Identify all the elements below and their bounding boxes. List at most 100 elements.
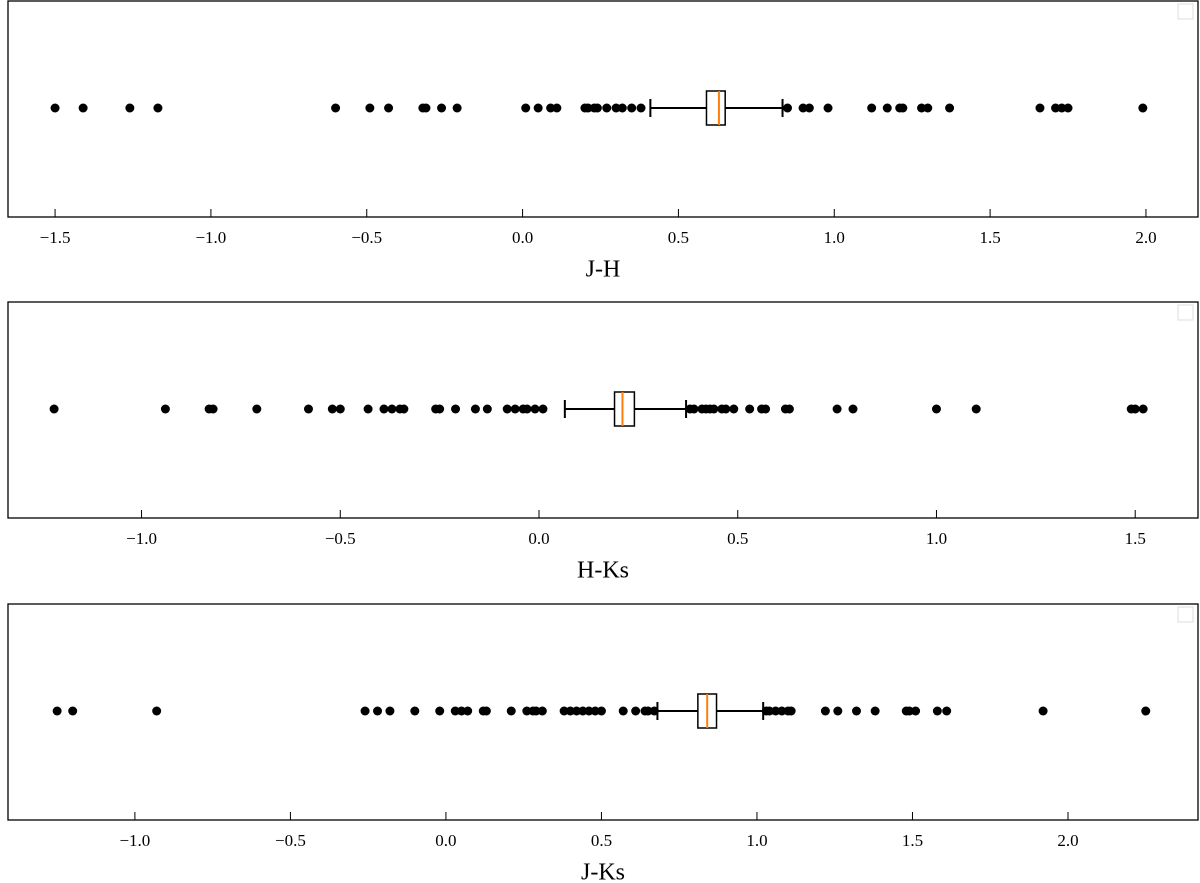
outlier [531,706,541,716]
x-tick-label: 0.0 [435,831,456,850]
outlier [1057,103,1067,113]
outlier [942,706,952,716]
outlier [152,706,162,716]
outlier [832,404,842,414]
x-tick-label: −1.0 [126,529,157,548]
outlier [521,103,531,113]
x-tick-label: 1.0 [926,529,947,548]
outlier [435,706,445,716]
outlier [327,404,337,414]
box [705,90,726,126]
legend-box [1177,3,1194,20]
outlier [848,404,858,414]
x-tick-label: 2.0 [1057,831,1078,850]
outlier [410,706,420,716]
outlier [538,404,548,414]
outlier [932,706,942,716]
outlier [764,706,774,716]
outlier [627,103,637,113]
outlier [552,103,562,113]
outlier [804,103,814,113]
outlier [618,706,628,716]
outlier [904,706,914,716]
outlier [617,103,627,113]
outlier [537,706,547,716]
x-tick-label: 2.0 [1135,228,1156,247]
x-tick-label: 1.5 [902,831,923,850]
outlier [52,706,62,716]
outlier [786,706,796,716]
outlier [689,404,699,414]
outlier [435,404,445,414]
outlier [721,404,731,414]
axes-frame [7,0,1199,218]
outlier [636,103,646,113]
outlier [851,706,861,716]
x-tick-label: −0.5 [275,831,306,850]
outlier [1063,103,1073,113]
outlier [506,706,516,716]
outlier [578,706,588,716]
outlier [911,706,921,716]
outlier [643,706,653,716]
legend-box [1177,304,1194,321]
outlier [450,706,460,716]
x-tick-label: −0.5 [351,228,382,247]
x-tick-label: 0.5 [727,529,748,548]
outlier [208,404,218,414]
axes-frame [7,301,1199,519]
x-tick-label: 0.0 [512,228,533,247]
x-tick-label: 1.5 [979,228,1000,247]
outlier [510,404,520,414]
outlier [384,103,394,113]
outlier [252,404,262,414]
outlier [590,706,600,716]
outlier [583,103,593,113]
outlier [379,404,389,414]
axes-frame [7,603,1199,821]
outlier [50,103,60,113]
outlier [387,404,397,414]
x-axis-label: H-Ks [577,558,629,584]
outlier [456,706,466,716]
outlier [125,103,135,113]
outlier [546,103,556,113]
outlier [522,404,532,414]
outlier [399,404,409,414]
outlier [917,103,927,113]
outlier [602,103,612,113]
outlier [592,103,602,113]
outlier [421,103,431,113]
x-tick-label: 1.0 [824,228,845,247]
outlier [335,404,345,414]
outlier [923,103,933,113]
outlier [160,404,170,414]
x-tick-label: 0.0 [528,529,549,548]
outlier [1051,103,1061,113]
outlier [745,404,755,414]
outlier [482,404,492,414]
outlier [78,103,88,113]
outlier [771,706,781,716]
outlier [530,404,540,414]
box [613,391,636,427]
outlier [709,404,719,414]
x-tick-label: 1.0 [746,831,767,850]
outlier [365,103,375,113]
x-tick-label: −1.5 [40,228,71,247]
outlier [823,103,833,113]
outlier [596,706,606,716]
outlier [452,103,462,113]
outlier [153,103,163,113]
x-tick-label: −0.5 [325,529,356,548]
outlier [331,103,341,113]
outlier [363,404,373,414]
outlier [68,706,78,716]
outlier [882,103,892,113]
legend-box [1177,606,1194,623]
x-tick-label: 0.5 [591,831,612,850]
outlier [565,706,575,716]
outlier [870,706,880,716]
outlier [451,404,461,414]
